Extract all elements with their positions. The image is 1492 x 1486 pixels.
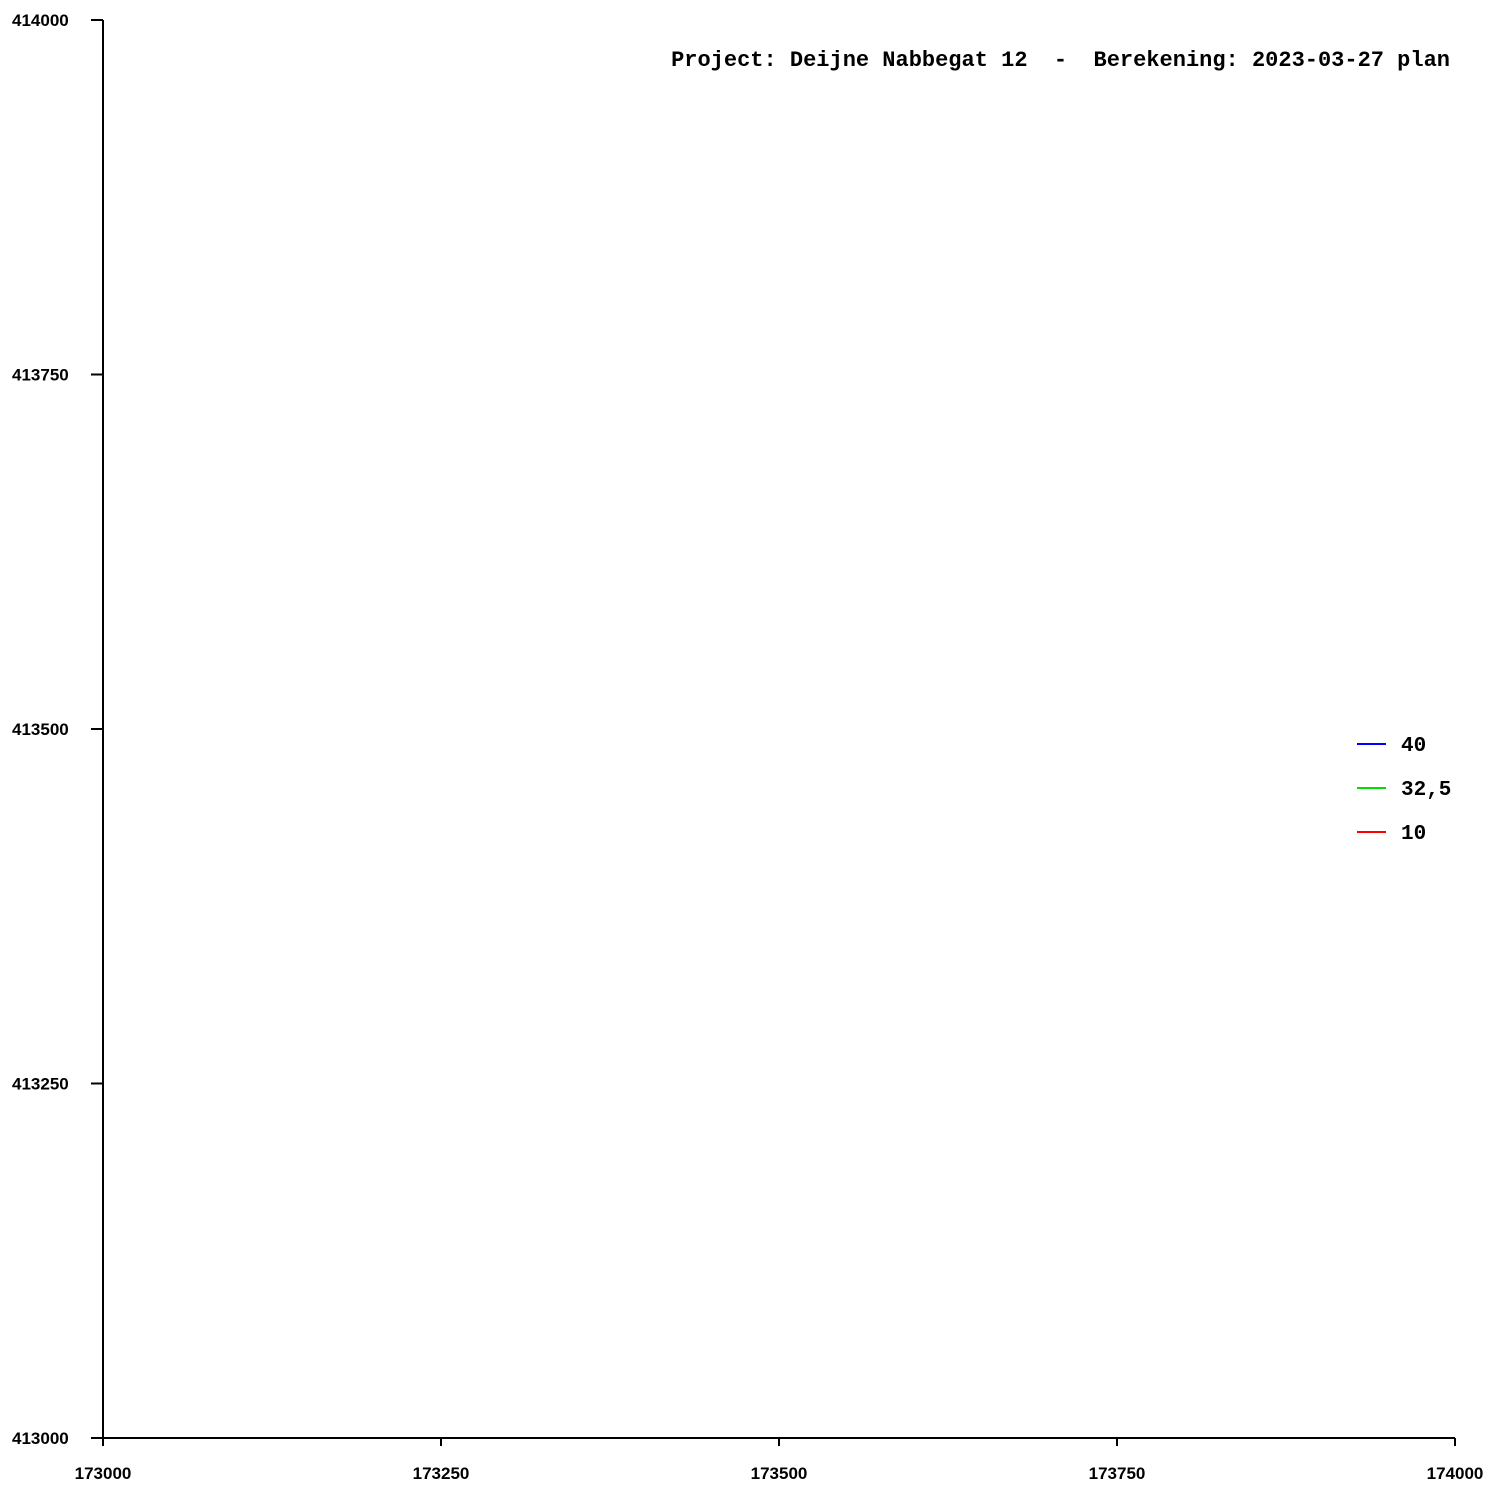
y-tick-label: 413750 — [12, 366, 69, 385]
legend-label: 32,5 — [1401, 779, 1451, 802]
x-tick-label: 174000 — [1427, 1464, 1484, 1483]
y-ticks: 413000 413250 413500 413750 414000 — [12, 11, 103, 1448]
chart-title: Project: Deijne Nabbegat 12 - Berekening… — [671, 48, 1450, 73]
x-tick-label: 173500 — [751, 1464, 808, 1483]
x-tick-label: 173750 — [1089, 1464, 1146, 1483]
x-tick-label: 173250 — [413, 1464, 470, 1483]
y-tick-label: 413000 — [12, 1429, 69, 1448]
x-ticks: 173000 173250 173500 173750 174000 — [75, 1438, 1484, 1483]
y-tick-label: 414000 — [12, 11, 69, 30]
legend: 40 32,5 10 — [1357, 735, 1451, 846]
x-tick-label: 173000 — [75, 1464, 132, 1483]
y-tick-label: 413500 — [12, 720, 69, 739]
legend-label: 40 — [1401, 735, 1426, 758]
y-tick-label: 413250 — [12, 1075, 69, 1094]
legend-label: 10 — [1401, 823, 1426, 846]
axes — [102, 20, 1455, 1439]
